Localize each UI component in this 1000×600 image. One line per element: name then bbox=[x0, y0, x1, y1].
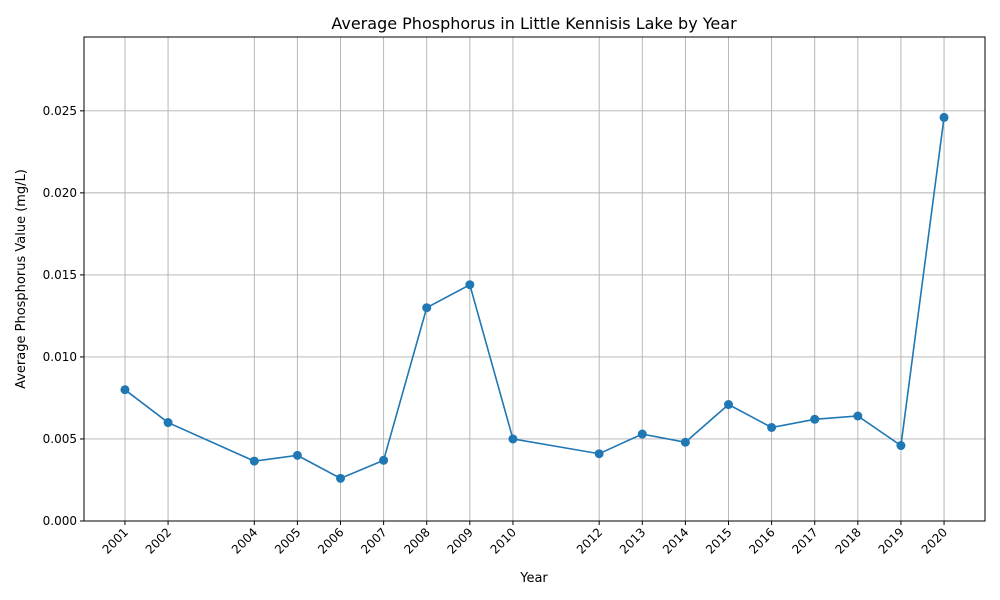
data-point bbox=[379, 455, 389, 465]
data-point bbox=[896, 441, 906, 451]
data-point bbox=[637, 429, 647, 439]
data-point bbox=[939, 112, 949, 122]
y-tick-label: 0.010 bbox=[43, 350, 77, 364]
y-tick-label: 0.000 bbox=[43, 514, 77, 528]
x-tick-label: 2009 bbox=[444, 525, 475, 556]
data-point bbox=[767, 422, 777, 432]
x-tick-label: 2018 bbox=[832, 525, 863, 556]
y-axis-label: Average Phosphorus Value (mg/L) bbox=[14, 169, 29, 389]
data-point bbox=[508, 434, 518, 444]
chart-title: Average Phosphorus in Little Kennisis La… bbox=[331, 14, 737, 33]
x-tick-label: 2015 bbox=[703, 525, 734, 556]
grid-lines bbox=[84, 37, 985, 522]
x-tick-label: 2013 bbox=[617, 525, 648, 556]
data-point bbox=[465, 280, 475, 290]
y-tick-label: 0.025 bbox=[43, 104, 77, 118]
x-tick-label: 2014 bbox=[660, 525, 691, 556]
x-tick-label: 2004 bbox=[229, 525, 260, 556]
data-point bbox=[853, 411, 863, 421]
data-point bbox=[249, 456, 259, 466]
x-tick-label: 2012 bbox=[574, 525, 605, 556]
y-tick-label: 0.020 bbox=[43, 186, 77, 200]
x-axis-label: Year bbox=[519, 571, 548, 586]
x-tick-label: 2019 bbox=[876, 525, 907, 556]
x-tick-label: 2017 bbox=[789, 525, 820, 556]
x-tick-label: 2001 bbox=[100, 525, 131, 556]
data-point bbox=[292, 450, 302, 460]
x-tick-label: 2007 bbox=[358, 525, 389, 556]
data-point bbox=[594, 449, 604, 459]
y-tick-label: 0.005 bbox=[43, 432, 77, 446]
axis-ticks: 2001 2002 2004 2005 2006 2007 2008 2009 2010 2012… bbox=[43, 104, 951, 557]
data-point bbox=[810, 414, 820, 424]
series-line bbox=[124, 117, 945, 480]
data-point bbox=[336, 473, 346, 483]
x-tick-label: 2002 bbox=[143, 525, 174, 556]
plot-frame bbox=[83, 36, 986, 522]
data-point bbox=[120, 385, 130, 395]
data-point bbox=[680, 437, 690, 447]
x-tick-label: 2010 bbox=[488, 525, 519, 556]
data-point bbox=[723, 400, 733, 410]
data-point bbox=[422, 303, 432, 313]
x-tick-label: 2016 bbox=[746, 525, 777, 556]
x-tick-label: 2005 bbox=[272, 525, 303, 556]
x-tick-label: 2008 bbox=[401, 525, 432, 556]
data-series bbox=[120, 112, 949, 483]
x-tick-label: 2006 bbox=[315, 525, 346, 556]
y-tick-label: 0.015 bbox=[43, 268, 77, 282]
x-tick-label: 2020 bbox=[919, 525, 950, 556]
data-point bbox=[163, 418, 173, 428]
